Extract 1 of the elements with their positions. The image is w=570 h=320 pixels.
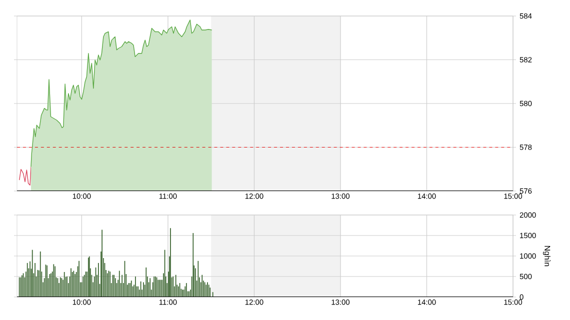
line-series bbox=[18, 166, 32, 186]
